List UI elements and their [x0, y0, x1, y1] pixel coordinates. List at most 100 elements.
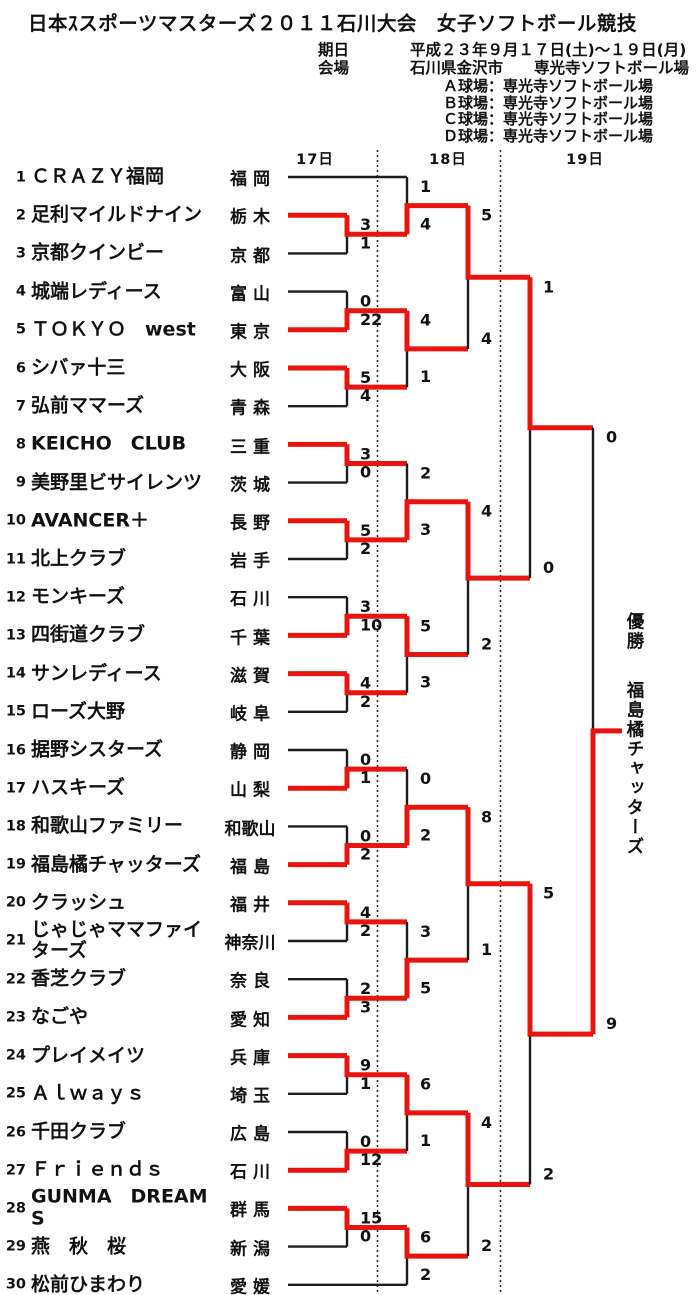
team-prefecture: 石 川 — [230, 1162, 270, 1183]
venue-label: 会場 — [318, 59, 350, 77]
team-row: 27 Ｆｒｉｅｎｄｓ 石 川 — [0, 1158, 290, 1183]
score: 10 — [360, 615, 382, 634]
team-name: 北上クラブ — [31, 547, 127, 570]
winner-path — [344, 843, 407, 865]
winner-path-quarterfinal — [465, 205, 530, 280]
score: 1 — [543, 277, 554, 296]
team-row: 2 足利マイルドナイン 栃 木 — [0, 203, 290, 228]
team-prefecture: 神奈川 — [224, 933, 276, 954]
winner-path-quarterfinal — [465, 1112, 530, 1188]
day-header-18: 18日 — [429, 152, 467, 168]
team-row: 3 京都クインビー 京 都 — [0, 241, 290, 266]
score: 2 — [420, 826, 431, 845]
score: 3 — [360, 597, 371, 616]
team-name: GUNMA DREAMS — [31, 1186, 208, 1230]
team-name: 弘前ママーズ — [31, 394, 145, 417]
team-name: じゃじゃママファイターズ — [31, 918, 203, 962]
team-row: 28 GUNMA DREAMS 群 馬 — [0, 1187, 290, 1230]
winner-path — [344, 444, 407, 466]
score: 1 — [360, 1074, 371, 1093]
team-name: KEICHO CLUB — [31, 432, 187, 455]
score: 0 — [606, 428, 617, 447]
team-name: モンキーズ — [31, 585, 126, 608]
team-row: 9 美野里ビサイレンツ 茨 城 — [0, 470, 290, 496]
team-number: 27 — [5, 1162, 26, 1179]
team-number: 20 — [5, 894, 26, 911]
team-number: 2 — [15, 207, 26, 224]
score: 1 — [360, 768, 371, 787]
winner-path-semifinal — [527, 883, 593, 1037]
team-prefecture: 愛 媛 — [230, 1277, 270, 1295]
score: 0 — [360, 292, 371, 311]
winner-path-round2 — [404, 957, 468, 999]
team-name: 足利マイルドナイン — [31, 203, 203, 226]
team-number: 21 — [5, 933, 26, 949]
team-number: 12 — [5, 589, 26, 606]
team-prefecture: 福 島 — [230, 857, 270, 878]
score: 2 — [360, 845, 371, 864]
team-prefecture: 青 森 — [230, 398, 270, 419]
winner-path-round2 — [404, 1074, 468, 1116]
score: 5 — [481, 206, 492, 225]
team-prefecture: 福 岡 — [230, 169, 270, 190]
team-number: 30 — [5, 1276, 26, 1293]
score: 5 — [420, 616, 431, 635]
team-row: 15 ローズ大野 岐 阜 — [0, 700, 290, 724]
team-prefecture: 茨 城 — [230, 475, 270, 496]
team-prefecture: 広 島 — [230, 1124, 270, 1145]
score: 3 — [420, 922, 431, 941]
team-row: 1 ＣＲＡＺＹ福岡 福 岡 — [0, 166, 290, 190]
score: 0 — [360, 1132, 371, 1151]
winner-path-semifinal — [527, 277, 593, 431]
team-prefecture: 静 岡 — [230, 742, 270, 763]
winner-path-quarterfinal — [465, 807, 530, 887]
team-row: 25 Ａｌｗａｙｓ 埼 玉 — [0, 1082, 290, 1106]
team-row: 19 福島橘チャッターズ 福 島 — [0, 853, 290, 878]
score: 4 — [420, 214, 431, 233]
score: 0 — [360, 1227, 371, 1246]
team-number: 11 — [5, 550, 26, 567]
team-name: 城端レディース — [31, 279, 162, 302]
winner-path-quarterfinal — [465, 501, 530, 581]
team-number: 26 — [5, 1123, 26, 1140]
team-row: 4 城端レディース 富 山 — [0, 279, 290, 304]
team-prefecture: 滋 賀 — [230, 666, 270, 687]
day-header-17: 17日 — [296, 152, 334, 168]
team-row: 16 据野シスターズ 静 岡 — [0, 739, 290, 763]
winner-path-final — [590, 728, 622, 1035]
team-row: 23 なごや 愛 知 — [0, 1006, 290, 1030]
team-row: 30 松前ひまわり 愛 媛 — [0, 1273, 290, 1295]
team-name: AVANCER＋ — [31, 509, 149, 532]
team-row: 29 燕 秋 桜 新 潟 — [0, 1235, 290, 1259]
score: 2 — [481, 1236, 492, 1255]
winner-path-round2 — [404, 203, 468, 235]
page-title: 日本ｽスポーツマスターズ２０１１石川大会 女子ソフトボール競技 — [28, 12, 637, 35]
winner-path — [344, 1208, 407, 1230]
winner-path — [344, 1055, 407, 1078]
score: 5 — [420, 978, 431, 997]
score: 0 — [360, 826, 371, 845]
score: 5 — [543, 884, 554, 903]
score: 0 — [420, 769, 431, 788]
score: 2 — [360, 921, 371, 940]
winner-path — [344, 368, 407, 390]
winner-path — [344, 520, 407, 543]
team-prefecture: 長 野 — [230, 513, 270, 534]
sub-venue-b: Ｂ球場：専光寺ソフトボール場 — [443, 93, 654, 112]
score: 4 — [360, 674, 371, 693]
team-name: 京都クインビー — [31, 241, 165, 264]
score: 22 — [360, 310, 382, 329]
team-name: 美野里ビサイレンツ — [31, 470, 203, 493]
team-name: サンレディース — [31, 661, 162, 684]
score: 2 — [360, 539, 371, 558]
team-row: 8 KEICHO CLUB 三 重 — [0, 432, 290, 457]
team-number: 18 — [5, 818, 26, 835]
score: 3 — [360, 997, 371, 1016]
team-row: 17 ハスキーズ 山 梨 — [0, 777, 290, 801]
team-row: 7 弘前ママーズ 青 森 — [0, 394, 290, 419]
score: 9 — [360, 1056, 371, 1075]
team-name: Ｆｒｉｅｎｄｓ — [31, 1158, 165, 1181]
winner-path-round2 — [404, 804, 468, 846]
venue-value: 石川県金沢市 専光寺ソフトボール場 — [410, 59, 690, 77]
